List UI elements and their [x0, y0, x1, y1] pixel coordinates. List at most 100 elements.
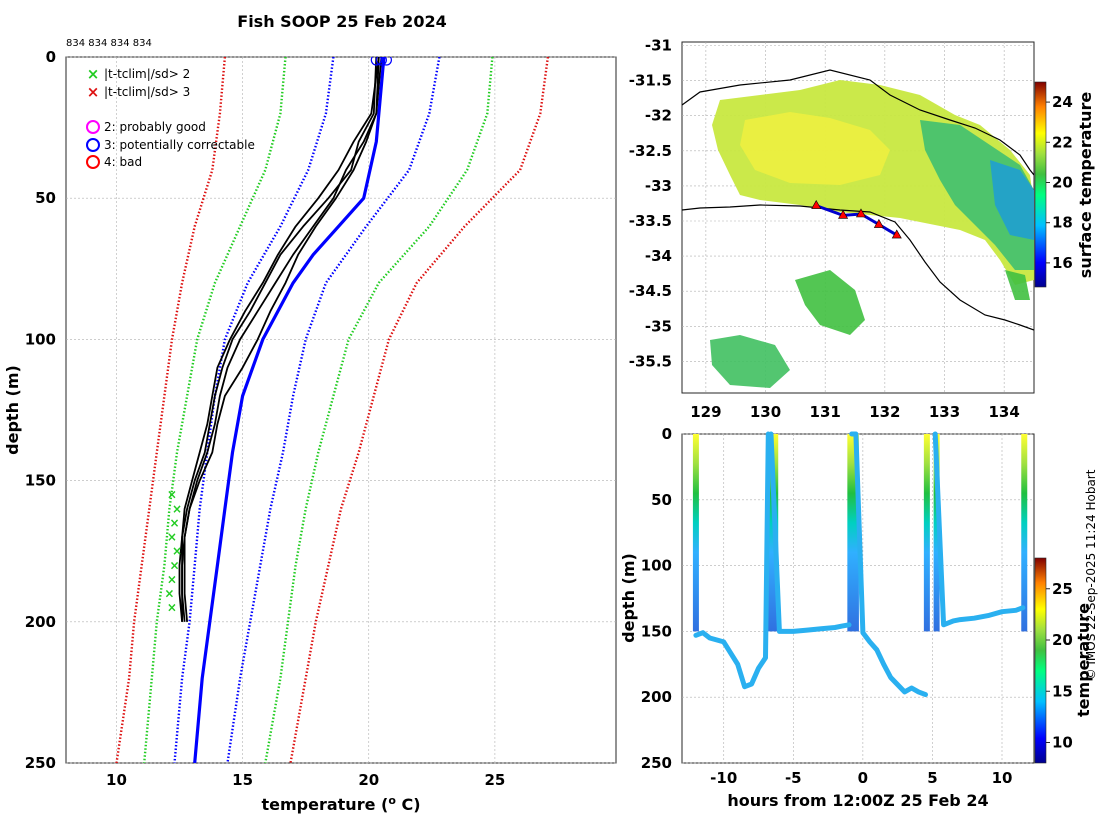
map-x-tick-label: 130 [750, 403, 781, 421]
bottom-y-tick-label: 200 [641, 688, 672, 706]
x-axis-label: temperature (o C) [261, 794, 420, 814]
sst-colorbar-tick-label: 22 [1052, 133, 1073, 151]
sst-colorbar-tick-label: 18 [1052, 214, 1073, 232]
cast-bottom-trace [932, 431, 1026, 628]
sst-patch-cold [990, 160, 1034, 240]
series-line-clim-3sd [289, 57, 550, 763]
cast-triangle-marker [891, 229, 902, 239]
x-tick-label: 25 [484, 771, 505, 789]
map-x-tick-label: 132 [869, 403, 900, 421]
x-tick-label: 20 [358, 771, 379, 789]
series-line-climatology-mean [193, 57, 386, 763]
flag-sd2-marker: × [167, 530, 177, 544]
legend-q4: 4: bad [104, 155, 142, 169]
bottom-x-tick-label: 0 [858, 769, 868, 787]
x-tick-label: 15 [232, 771, 253, 789]
cast-triangle-marker [811, 199, 822, 209]
legend-q3: 3: potentially correctable [104, 138, 255, 152]
sst-colorbar-tick-label: 20 [1052, 173, 1073, 191]
bottom-y-tick-label: 50 [651, 491, 672, 509]
bottom-x-tick-label: -10 [710, 769, 737, 787]
sst-field [682, 69, 1034, 388]
map-x-tick-label: 133 [929, 403, 960, 421]
series-line-profile [178, 57, 380, 622]
cast-triangle-marker [838, 209, 849, 219]
series-line-clim-2sd [264, 57, 494, 763]
map-y-tick-label: -31.5 [629, 72, 672, 90]
sst-patch-hot [740, 112, 890, 185]
map-y-tick-label: -35 [645, 317, 672, 335]
legend-q2: 2: probably good [104, 120, 206, 134]
bottom-y-tick-label: 150 [641, 622, 672, 640]
flag-sd2-marker: × [164, 587, 174, 601]
temp-colorbar-tick-label: 15 [1052, 682, 1073, 700]
y-tick-label: 100 [25, 330, 56, 348]
flag-sd2-marker: × [169, 516, 179, 530]
cast-descent-bar [852, 434, 859, 632]
sst-colorbar [1034, 81, 1047, 288]
y-tick-label: 150 [25, 472, 56, 490]
cast-ids: 834 834 834 834 [66, 38, 152, 49]
x-tick-label: 10 [106, 771, 127, 789]
bottom-y-tick-label: 0 [662, 425, 672, 443]
flag-sd2-marker: × [167, 572, 177, 586]
sst-patch-island1 [795, 270, 865, 335]
cast-bottom-trace [693, 431, 771, 690]
surface-qc-marker [375, 57, 387, 66]
series-line-profile [181, 57, 383, 622]
flag-sd2-marker: × [172, 544, 182, 558]
legend-sd2: |t-tclim|/sd> 2 [104, 67, 190, 81]
surface-qc-marker [380, 57, 393, 66]
cast-descent-bar [766, 434, 773, 632]
temp-colorbar-tick-label: 10 [1052, 734, 1073, 752]
map-y-tick-label: -34 [645, 247, 672, 265]
map-y-tick-label: -33.5 [629, 212, 672, 230]
cast-bottom-trace [768, 431, 852, 634]
sst-colorbar-label: surface temperature [1076, 92, 1095, 279]
sd3-marker-icon: × [87, 83, 100, 101]
bottom-y-axis-label: depth (m) [619, 553, 638, 643]
bottom-y-tick-label: 100 [641, 557, 672, 575]
sst-map: 129 130 131 132 133 134 -31 -31.5 -32 -32.5 -33 -33… [629, 37, 1095, 421]
flag-sd2-marker: × [172, 502, 182, 516]
profile-chart: Fish SOOP 25 Feb 2024 834 834 834 834 ××… [3, 12, 617, 814]
good-circle-icon [86, 120, 100, 134]
bottom-y-tick-label: 250 [641, 754, 672, 772]
cast-triangle-marker [873, 218, 884, 228]
correctable-circle-icon [86, 138, 100, 152]
map-ticks: 129 130 131 132 133 134 -31 -31.5 -32 -32.5 -33 -33… [629, 37, 1020, 421]
temp-colorbar-ticks: 25 20 15 10 [1046, 580, 1073, 752]
temp-colorbar-label: temperature [1074, 603, 1093, 717]
legend-sd3: |t-tclim|/sd> 3 [104, 85, 190, 99]
coastline-south [682, 204, 1034, 331]
cast-descent-bar [1021, 434, 1028, 632]
sst-colorbar-tick-label: 16 [1052, 254, 1073, 272]
map-x-tick-label: 129 [690, 403, 721, 421]
cast-descent-bar [923, 434, 930, 632]
sst-patch-cool [920, 120, 1034, 270]
plot-frame [65, 56, 617, 764]
y-axis-label: depth (m) [3, 365, 22, 455]
series-line-clim-1sd [226, 57, 441, 763]
sst-patch-island3 [1005, 270, 1030, 300]
map-x-tick-label: 131 [810, 403, 841, 421]
y-tick-label: 0 [46, 48, 56, 66]
y-tick-label: 50 [35, 189, 56, 207]
y-tick-label: 200 [25, 613, 56, 631]
temp-colorbar [1034, 557, 1047, 764]
sst-colorbar-tick-label: 24 [1052, 93, 1073, 111]
map-y-tick-label: -31 [645, 37, 672, 55]
series-line-clim-2sd [143, 57, 287, 763]
credit-text: © IMOS 22-Sep-2025 11:24 Hobart [1084, 469, 1098, 680]
coastline-north [682, 69, 1034, 176]
bad-circle-icon [86, 155, 100, 169]
map-y-tick-label: -32 [645, 107, 672, 125]
grid [66, 56, 616, 764]
cast-descent-bar [847, 434, 854, 632]
cast-descent-bar [692, 434, 699, 632]
map-y-tick-label: -33 [645, 177, 672, 195]
bottom-x-tick-label: 5 [927, 769, 937, 787]
